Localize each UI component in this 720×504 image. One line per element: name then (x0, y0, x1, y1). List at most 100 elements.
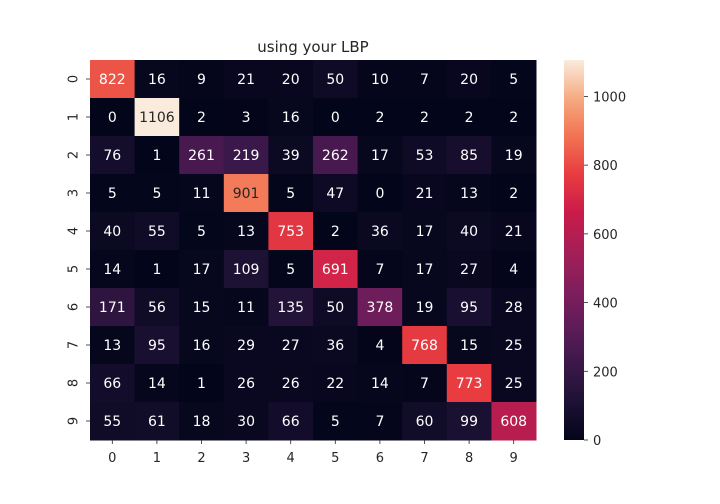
y-tick-label: 7 (67, 341, 82, 349)
cell-value-label: 773 (456, 376, 483, 392)
cell-value-label: 7 (375, 414, 384, 430)
heatmap-cell (491, 402, 537, 441)
heatmap-cell (313, 60, 359, 99)
heatmap-cell (223, 364, 269, 403)
heatmap-cell (268, 402, 314, 441)
heatmap-cell (223, 288, 269, 327)
cell-value-label: 691 (322, 262, 349, 278)
cell-value-label: 56 (148, 300, 166, 316)
heatmap-cell (357, 364, 403, 403)
cell-value-label: 15 (193, 300, 211, 316)
cell-value-label: 753 (277, 224, 304, 240)
cell-value-label: 2 (197, 110, 206, 126)
cell-value-label: 22 (326, 376, 344, 392)
cell-value-label: 13 (460, 186, 478, 202)
cell-value-label: 13 (103, 338, 121, 354)
heatmap-cell (491, 364, 537, 403)
y-axis-ticks: 0 1 2 3 4 5 6 7 8 9 (67, 75, 90, 425)
heatmap-cell (179, 364, 225, 403)
cell-value-label: 55 (103, 414, 121, 430)
heatmap-cell (223, 326, 269, 365)
heatmap-cell (134, 326, 180, 365)
cell-value-label: 26 (282, 376, 300, 392)
cell-value-label: 21 (505, 224, 523, 240)
heatmap-cell (491, 250, 537, 289)
heatmap-cell (313, 98, 359, 137)
heatmap-cell (90, 136, 136, 175)
cell-value-label: 17 (416, 224, 434, 240)
heatmap-cell (268, 60, 314, 99)
heatmap-cells: 822 16 9 21 20 50 10 7 20 50 1106 2 3 16 0 2 2 2 276 1 261 21… (90, 60, 537, 441)
cell-value-label: 36 (371, 224, 389, 240)
x-tick-label: 8 (465, 451, 473, 466)
cell-value-label: 16 (282, 110, 300, 126)
heatmap-cell (313, 364, 359, 403)
colorbar-ticks: 0 200 400 600 800 1000 (584, 90, 626, 449)
heatmap-cell (179, 326, 225, 365)
heatmap-cell (90, 212, 136, 251)
heatmap-cell (223, 174, 269, 213)
cell-value-label: 85 (460, 148, 478, 164)
heatmap-cell (90, 250, 136, 289)
heatmap-cell (90, 288, 136, 327)
heatmap-cell (179, 60, 225, 99)
heatmap-cell (313, 326, 359, 365)
x-tick-label: 1 (153, 451, 161, 466)
cell-value-label: 0 (331, 110, 340, 126)
y-tick-label: 6 (67, 303, 82, 311)
heatmap-cell (491, 136, 537, 175)
colorbar-tick-label: 1000 (593, 90, 626, 105)
x-tick-label: 7 (420, 451, 428, 466)
cell-value-label: 1 (152, 148, 161, 164)
heatmap-cell (134, 212, 180, 251)
cell-value-label: 15 (460, 338, 478, 354)
heatmap-cell (134, 288, 180, 327)
heatmap-cell (134, 60, 180, 99)
cell-value-label: 66 (103, 376, 121, 392)
heatmap-cell (446, 364, 492, 403)
heatmap-cell (491, 288, 537, 327)
x-tick-label: 2 (197, 451, 205, 466)
cell-value-label: 5 (286, 186, 295, 202)
cell-value-label: 40 (103, 224, 121, 240)
heatmap-cell (268, 98, 314, 137)
colorbar-tick-label: 600 (593, 228, 618, 243)
heatmap-cell (179, 288, 225, 327)
heatmap-cell (223, 212, 269, 251)
heatmap-cell (446, 212, 492, 251)
heatmap-cell (313, 288, 359, 327)
cell-value-label: 14 (148, 376, 166, 392)
heatmap-cell (134, 98, 180, 137)
x-tick-label: 5 (331, 451, 339, 466)
heatmap-cell (268, 212, 314, 251)
x-tick-label: 0 (108, 451, 116, 466)
heatmap-cell (446, 250, 492, 289)
cell-value-label: 39 (282, 148, 300, 164)
heatmap-cell (179, 98, 225, 137)
cell-value-label: 2 (509, 110, 518, 126)
y-tick-label: 4 (67, 227, 82, 235)
cell-value-label: 16 (193, 338, 211, 354)
heatmap-cell (402, 174, 448, 213)
heatmap-cell (491, 212, 537, 251)
cell-value-label: 95 (460, 300, 478, 316)
cell-value-label: 1 (197, 376, 206, 392)
heatmap-cell (223, 250, 269, 289)
cell-value-label: 0 (375, 186, 384, 202)
heatmap-cell (402, 402, 448, 441)
cell-value-label: 10 (371, 72, 389, 88)
heatmap-cell (402, 136, 448, 175)
cell-value-label: 27 (460, 262, 478, 278)
cell-value-label: 1 (152, 262, 161, 278)
heatmap-cell (491, 174, 537, 213)
y-tick-label: 3 (67, 189, 82, 197)
cell-value-label: 76 (103, 148, 121, 164)
cell-value-label: 1106 (139, 110, 175, 126)
y-tick-label: 1 (67, 113, 82, 121)
heatmap-cell (402, 212, 448, 251)
x-tick-label: 4 (287, 451, 295, 466)
cell-value-label: 2 (465, 110, 474, 126)
heatmap-cell (179, 250, 225, 289)
heatmap-cell (223, 136, 269, 175)
heatmap-cell (446, 326, 492, 365)
